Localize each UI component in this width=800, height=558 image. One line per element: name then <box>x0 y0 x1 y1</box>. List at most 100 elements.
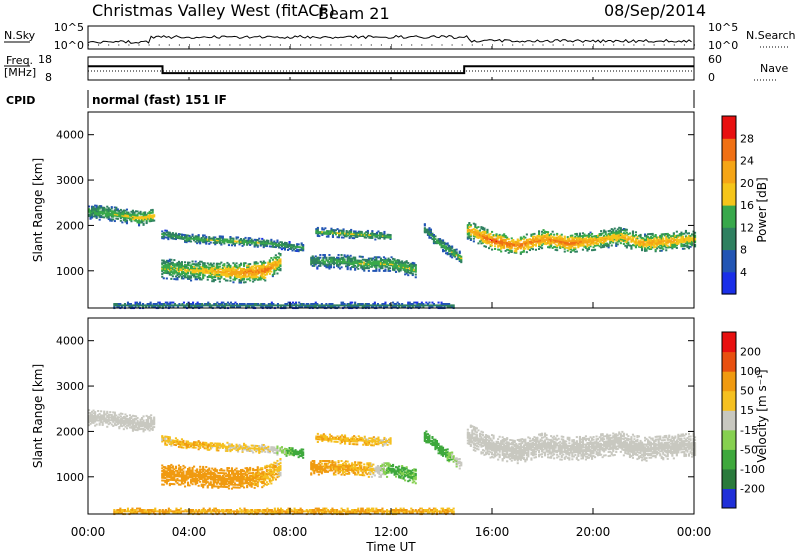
power-cell <box>552 231 554 233</box>
velocity-cell <box>96 424 98 426</box>
nsky-panel-frame <box>88 26 694 49</box>
freq-trace <box>88 66 694 73</box>
power-cell <box>547 231 549 233</box>
velocity-cell <box>175 466 177 468</box>
velocity-cell <box>189 485 191 487</box>
power-cell <box>295 302 297 304</box>
velocity-cell <box>236 468 238 470</box>
power-cell <box>132 210 134 212</box>
power-cell <box>508 238 510 240</box>
power-cell <box>389 267 391 269</box>
power-cell <box>240 263 242 265</box>
power-cell <box>582 249 584 251</box>
power-cell <box>564 251 566 253</box>
power-cell <box>389 270 391 272</box>
power-heatmap <box>88 205 696 309</box>
power-cell <box>219 266 221 268</box>
power-cell <box>333 266 335 268</box>
power-cell <box>368 270 370 272</box>
power-cell <box>688 232 690 234</box>
velocity-cell <box>115 415 117 417</box>
velocity-cell <box>210 481 212 483</box>
power-cell <box>620 227 622 229</box>
power-cell <box>276 273 278 275</box>
power-cell <box>614 228 616 230</box>
power-cell <box>302 244 304 246</box>
power-cell <box>529 249 531 251</box>
power-cell <box>620 242 622 244</box>
frequency-line <box>88 66 694 73</box>
velocity-cell <box>126 415 128 417</box>
power-cell <box>172 275 174 277</box>
velocity-cell <box>150 414 152 416</box>
power-cell <box>126 220 128 222</box>
power-cell <box>228 244 230 246</box>
velocity-cell <box>150 417 152 419</box>
power-cell <box>223 263 225 265</box>
power-cell <box>229 265 231 267</box>
power-cell <box>170 259 172 261</box>
power-cell <box>245 237 247 239</box>
power-cell <box>127 212 129 214</box>
power-cell <box>626 229 628 231</box>
power-cell <box>685 230 687 232</box>
power-cell <box>415 274 417 276</box>
velocity-cell <box>228 488 230 490</box>
power-cell <box>204 262 206 264</box>
power-cell <box>456 249 458 251</box>
power-cell <box>354 257 356 259</box>
power-cell <box>574 247 576 249</box>
velocity-cell <box>196 468 198 470</box>
power-cell <box>494 248 496 250</box>
power-cell <box>237 237 239 239</box>
power-cell <box>406 260 408 262</box>
power-cell <box>289 241 291 243</box>
velocity-cell <box>94 411 96 413</box>
velocity-cell <box>103 411 105 413</box>
power-cell <box>270 257 272 259</box>
power-cell <box>319 257 321 259</box>
power-cell <box>153 214 155 216</box>
power-cell <box>374 302 376 304</box>
power-cell <box>533 233 535 235</box>
power-cell <box>341 254 343 256</box>
power-cell <box>401 260 403 262</box>
nsky-noise-line <box>88 36 692 44</box>
power-cell <box>451 246 453 248</box>
power-cell <box>226 280 228 282</box>
power-cell <box>640 234 642 236</box>
power-cell <box>383 231 385 233</box>
power-cell <box>374 239 376 241</box>
power-cell <box>324 227 326 229</box>
power-cell <box>591 233 593 235</box>
velocity-cell <box>199 481 201 483</box>
nsky-left-tick-bottom: 10^0 <box>54 39 84 52</box>
power-cell <box>553 234 555 236</box>
nave-tick-bottom: 0 <box>708 71 715 84</box>
power-cell <box>488 247 490 249</box>
power-cell <box>219 281 221 283</box>
power-cell <box>192 234 194 236</box>
power-cell <box>470 234 472 236</box>
velocity-cell <box>126 427 128 429</box>
power-cell <box>526 234 528 236</box>
power-cell <box>153 220 155 222</box>
velocity-cell <box>198 485 200 487</box>
power-cell <box>415 264 417 266</box>
power-y-tick-label: 4000 <box>56 129 84 142</box>
nsearch-label: N.Search <box>746 29 796 42</box>
power-cell <box>682 236 684 238</box>
power-cell <box>474 223 476 225</box>
power-cell <box>175 233 177 235</box>
velocity-cell <box>192 483 194 485</box>
nave-label: Nave <box>760 62 788 75</box>
power-cell <box>210 242 212 244</box>
power-cell <box>245 262 247 264</box>
power-cell <box>115 207 117 209</box>
nsky-label: N.Sky <box>4 29 36 42</box>
power-cell <box>571 235 573 237</box>
power-cell <box>511 250 513 252</box>
power-cell <box>491 245 493 247</box>
power-cell <box>298 243 300 245</box>
